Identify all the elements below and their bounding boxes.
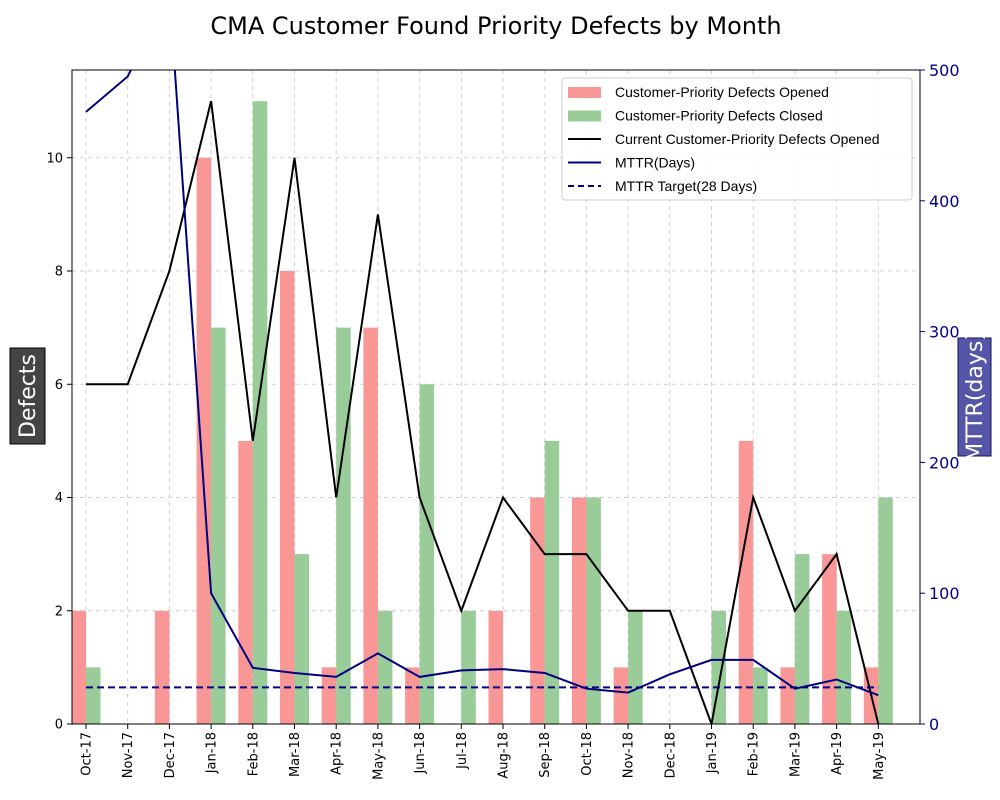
bar-opened bbox=[530, 497, 545, 724]
legend-box bbox=[561, 77, 913, 201]
x-tick-label: Jun-18 bbox=[413, 732, 428, 775]
x-tick-label: Oct-18 bbox=[580, 732, 595, 776]
x-tick-label: Nov-18 bbox=[622, 732, 637, 778]
y2-tick-label: 300 bbox=[929, 323, 960, 342]
bar-closed bbox=[836, 610, 852, 724]
x-tick-label: Nov-17 bbox=[121, 732, 136, 778]
x-tick-label: Jan-19 bbox=[705, 732, 720, 774]
bar-closed bbox=[377, 610, 393, 724]
x-tick-label: May-18 bbox=[371, 732, 386, 780]
y-tick-label: 0 bbox=[55, 718, 63, 733]
y2-tick-label: 200 bbox=[929, 453, 960, 472]
legend: Customer-Priority Defects Opened Customer… bbox=[561, 77, 913, 201]
bar-opened bbox=[363, 327, 378, 724]
x-tick-label: Oct-17 bbox=[80, 732, 95, 776]
bar-opened bbox=[321, 667, 337, 724]
x-tick-label: Jul-18 bbox=[455, 732, 470, 770]
y-tick-label: 2 bbox=[55, 604, 63, 619]
line-current-opened bbox=[86, 100, 880, 724]
legend-label: MTTR Target(28 Days) bbox=[615, 178, 757, 194]
line-mttr bbox=[85, 70, 879, 697]
y-tick-label: 10 bbox=[46, 151, 63, 166]
y2-tick-label: 100 bbox=[929, 584, 960, 603]
y-axis-label-right-text: MTTR(days) bbox=[963, 332, 988, 462]
bar-opened bbox=[238, 440, 253, 724]
y-axis-label-left: Defects bbox=[9, 347, 46, 445]
x-tick-label: Jan-18 bbox=[205, 732, 220, 774]
bar-opened bbox=[71, 610, 86, 724]
bar-opened bbox=[280, 271, 295, 724]
legend-label: MTTR(Days) bbox=[615, 155, 695, 171]
bar-closed bbox=[544, 440, 560, 724]
bar-opened bbox=[196, 157, 212, 724]
y2-tick-label: 0 bbox=[929, 715, 939, 734]
legend-swatch bbox=[568, 110, 601, 122]
bar-closed bbox=[252, 101, 268, 724]
x-tick-label: Sep-18 bbox=[538, 732, 553, 778]
bar-opened bbox=[613, 667, 629, 724]
y2-tick-label: 400 bbox=[929, 192, 960, 211]
x-tick-label: Dec-18 bbox=[663, 732, 678, 778]
bar-opened bbox=[571, 497, 587, 724]
x-tick-label: Apr-19 bbox=[830, 732, 845, 775]
x-tick-label: Aug-18 bbox=[497, 732, 512, 779]
bar-opened bbox=[822, 554, 837, 724]
x-tick-label: Feb-19 bbox=[747, 732, 762, 776]
y-tick-label: 6 bbox=[55, 378, 63, 393]
x-tick-label: Mar-19 bbox=[788, 732, 803, 777]
chart-title: CMA Customer Found Priority Defects by M… bbox=[210, 12, 781, 40]
legend-label: Current Customer-Priority Defects Opened bbox=[615, 131, 880, 147]
y-tick-label: 8 bbox=[55, 265, 63, 280]
bar-opened bbox=[154, 610, 170, 724]
bar-closed bbox=[86, 667, 101, 724]
x-tick-label: Dec-17 bbox=[163, 732, 178, 778]
bar-closed bbox=[336, 327, 351, 724]
bar-opened bbox=[405, 667, 420, 724]
bar-closed bbox=[419, 384, 435, 724]
legend-swatch bbox=[568, 87, 601, 98]
y2-tick-label: 500 bbox=[929, 61, 960, 80]
bar-closed bbox=[628, 610, 643, 724]
y-tick-label: 4 bbox=[55, 491, 63, 506]
bar-opened bbox=[780, 667, 795, 724]
bar-closed bbox=[794, 554, 810, 724]
y-axis-label-left-text: Defects bbox=[16, 354, 41, 438]
bars bbox=[71, 101, 893, 724]
x-tick-label: Feb-18 bbox=[246, 732, 261, 776]
bar-closed bbox=[753, 667, 768, 724]
legend-label: Customer-Priority Defects Closed bbox=[615, 108, 823, 124]
lines bbox=[85, 70, 880, 724]
bar-closed bbox=[586, 497, 601, 724]
x-tick-label: Mar-18 bbox=[288, 732, 303, 777]
bar-opened bbox=[738, 440, 754, 724]
bar-closed bbox=[711, 610, 726, 724]
bar-closed bbox=[294, 554, 309, 724]
plot-frame bbox=[71, 69, 921, 725]
legend-label: Customer-Priority Defects Opened bbox=[615, 84, 829, 100]
bar-closed bbox=[211, 327, 226, 724]
bar-closed bbox=[878, 497, 893, 724]
bar-closed bbox=[461, 610, 476, 724]
x-tick-label: Apr-18 bbox=[330, 732, 345, 775]
y-axis-label-right: MTTR(days) bbox=[957, 332, 992, 462]
x-tick-label: May-19 bbox=[872, 732, 887, 780]
bar-opened bbox=[488, 610, 503, 724]
